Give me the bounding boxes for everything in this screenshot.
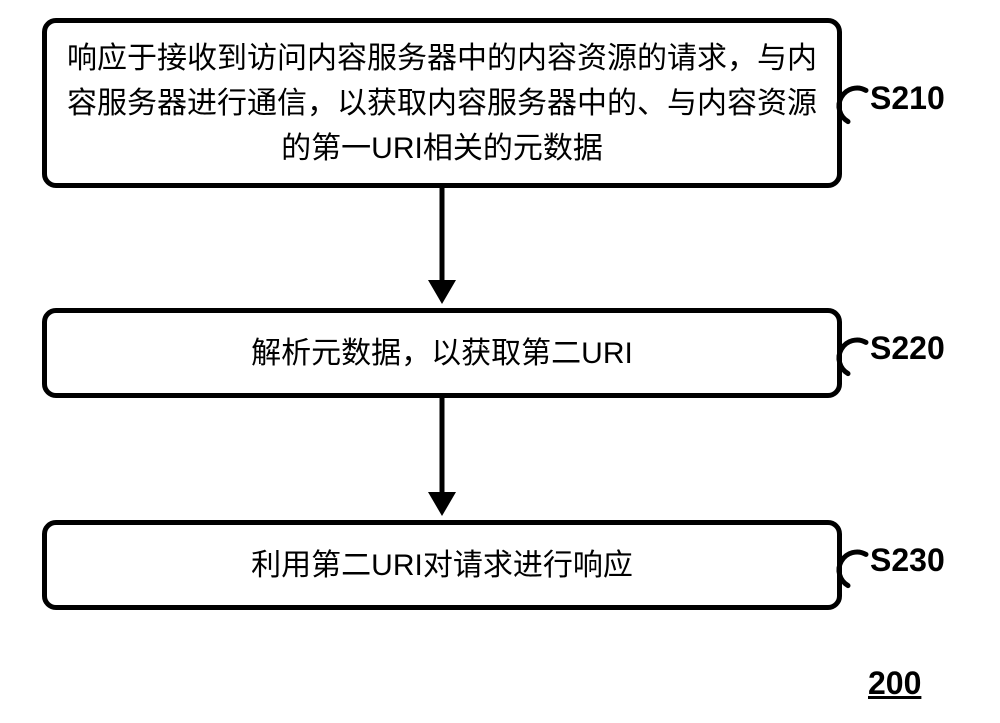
label-connector-3 (832, 545, 882, 595)
label-connector-2 (832, 333, 882, 383)
flow-step-3-text: 利用第二URI对请求进行响应 (251, 543, 633, 588)
label-connector-1 (832, 81, 882, 131)
arrow-2 (414, 396, 470, 542)
flow-step-1: 响应于接收到访问内容服务器中的内容资源的请求，与内容服务器进行通信，以获取内容服… (42, 18, 842, 188)
flowchart-canvas: 响应于接收到访问内容服务器中的内容资源的请求，与内容服务器进行通信，以获取内容服… (0, 0, 1000, 723)
figure-number: 200 (868, 665, 921, 702)
flow-step-1-text: 响应于接收到访问内容服务器中的内容资源的请求，与内容服务器进行通信，以获取内容服… (67, 36, 817, 171)
arrow-1 (414, 186, 470, 330)
flow-step-2-text: 解析元数据，以获取第二URI (251, 331, 633, 376)
